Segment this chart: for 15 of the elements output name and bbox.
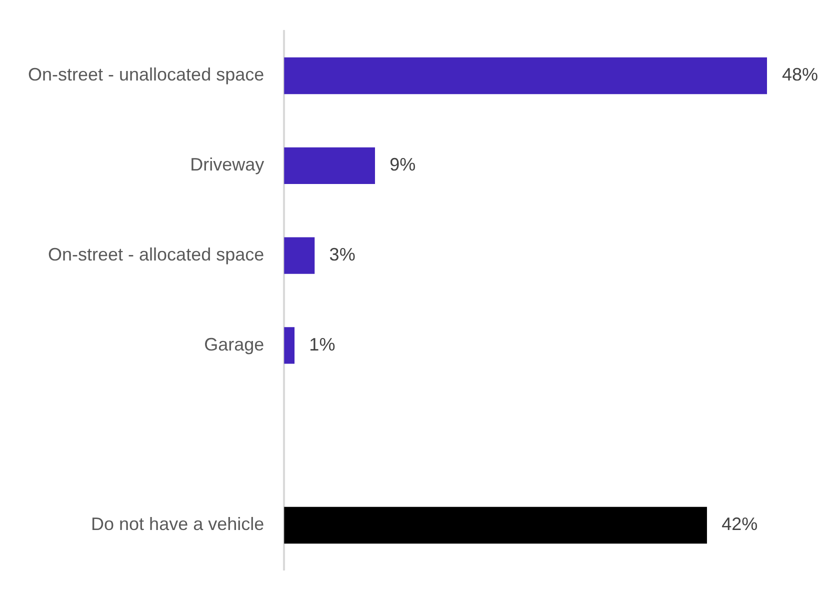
bar — [284, 57, 767, 94]
y-tick-label: Do not have a vehicle — [91, 514, 264, 534]
y-tick-label: On-street - allocated space — [48, 244, 264, 265]
data-label: 9% — [390, 154, 416, 175]
data-label: 42% — [722, 514, 758, 534]
bar — [284, 506, 707, 544]
bar — [284, 147, 375, 184]
data-label: 48% — [782, 64, 818, 85]
y-tick-label: Driveway — [190, 154, 264, 175]
bar — [284, 327, 295, 364]
y-tick-label: Garage — [204, 334, 264, 354]
data-label: 3% — [329, 244, 356, 265]
bar — [284, 237, 315, 274]
data-label: 1% — [309, 334, 336, 354]
y-tick-label: On-street - unallocated space — [28, 64, 264, 85]
